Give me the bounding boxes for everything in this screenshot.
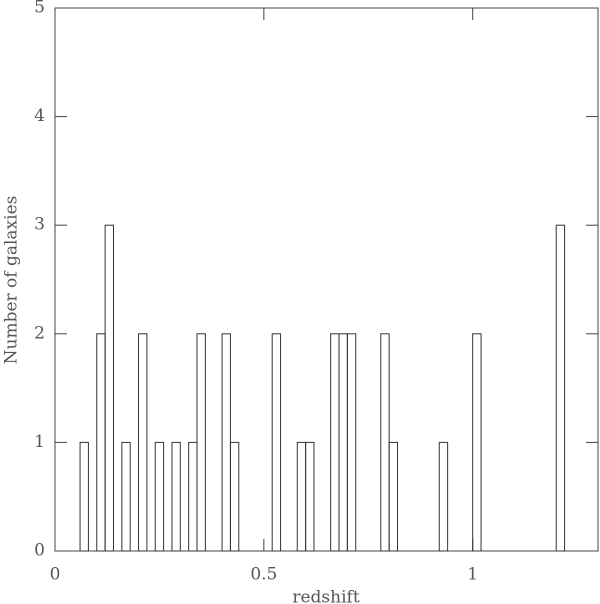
- bar: [346, 333, 357, 552]
- bar: [271, 333, 282, 552]
- bar: [338, 333, 348, 552]
- bar: [229, 441, 240, 552]
- bar: [154, 441, 165, 552]
- bar: [138, 333, 148, 552]
- bar: [330, 333, 340, 552]
- bar: [305, 441, 315, 552]
- bar: [196, 333, 206, 552]
- y-axis-label: Number of galaxies: [2, 196, 22, 365]
- bar: [438, 441, 449, 552]
- bar: [171, 441, 181, 552]
- x-tick-label: 0: [50, 565, 61, 585]
- x-tick-label: 1: [467, 565, 478, 585]
- x-tick-label: 0.5: [250, 565, 277, 585]
- y-tick-label: 1: [34, 432, 45, 452]
- bar: [188, 441, 198, 552]
- bar: [79, 441, 89, 552]
- bar: [472, 333, 482, 552]
- y-tick-label: 3: [34, 215, 45, 235]
- y-tick-label: 0: [34, 541, 45, 561]
- y-tick-label: 2: [34, 323, 45, 343]
- bar: [388, 441, 399, 552]
- y-tick-label: 4: [34, 106, 45, 126]
- bar: [221, 333, 231, 552]
- bar: [121, 441, 131, 552]
- plot-frame: [54, 7, 599, 552]
- bar: [96, 333, 106, 552]
- bar: [380, 333, 390, 552]
- bar: [296, 441, 307, 552]
- y-tick-label: 5: [34, 0, 45, 18]
- bar: [104, 224, 114, 552]
- x-axis-label: redshift: [292, 588, 359, 604]
- bar: [555, 224, 566, 552]
